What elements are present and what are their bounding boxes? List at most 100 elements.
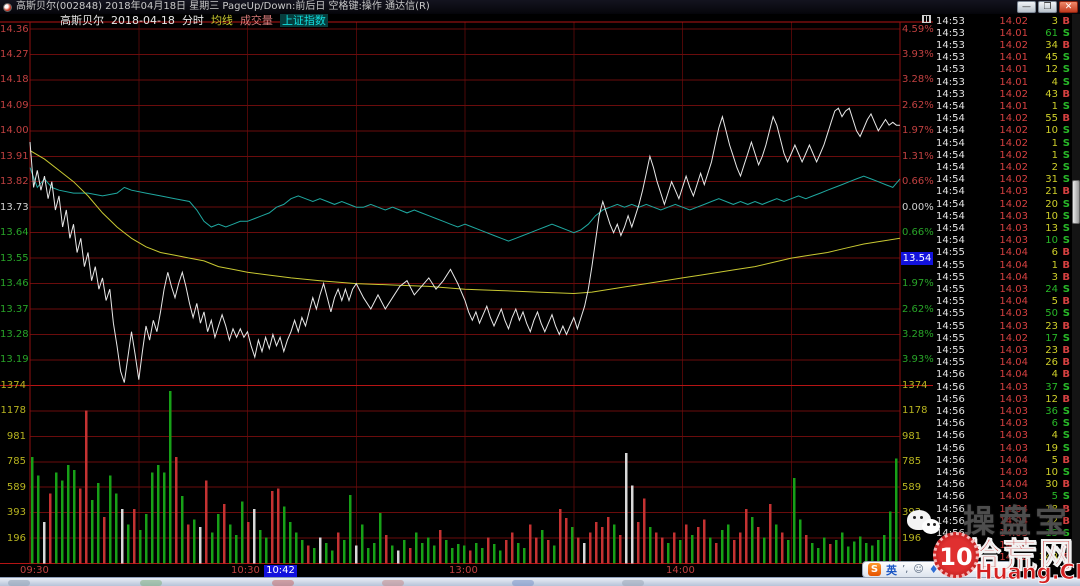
tick-row[interactable]: 14:53 14.01 61 S <box>936 28 1072 40</box>
tick-row[interactable]: 14:56 14.03 6 S <box>936 418 1072 430</box>
tick-price: 14.04 <box>999 454 1028 466</box>
tick-row[interactable]: 14:54 14.02 1 S <box>936 138 1072 150</box>
tick-panel-scrollbar[interactable] <box>1072 14 1080 565</box>
scrollbar-thumb[interactable] <box>1072 180 1080 224</box>
tick-volume: 30 <box>1045 479 1058 491</box>
tick-row[interactable]: 14:53 14.02 34 B <box>936 40 1072 52</box>
tick-row[interactable]: 14:54 14.01 1 S <box>936 101 1072 113</box>
tick-row[interactable]: 14:55 14.04 3 B <box>936 272 1072 284</box>
tick-volume: 22 <box>1045 515 1058 527</box>
tick-row[interactable]: 14:55 14.03 23 B <box>936 345 1072 357</box>
tick-row[interactable]: 14:53 14.01 12 S <box>936 64 1072 76</box>
tick-row[interactable]: 14:54 14.03 10 S <box>936 211 1072 223</box>
tick-volume: 1 <box>1051 137 1058 149</box>
tick-side-flag: B <box>1062 515 1070 527</box>
tick-row[interactable]: 14:56 14.04 30 B <box>936 479 1072 491</box>
toggle-ma-line[interactable]: 均线 <box>210 14 233 27</box>
tick-price: 14.02 <box>999 88 1028 100</box>
tick-price: 14.04 <box>999 479 1028 491</box>
tick-volume: 55 <box>1045 113 1058 125</box>
tick-row[interactable]: 14:55 14.04 26 B <box>936 357 1072 369</box>
tick-row[interactable]: 14:56 14.03 36 S <box>936 406 1072 418</box>
tick-row[interactable]: 14:55 14.04 6 B <box>936 247 1072 259</box>
toggle-volume[interactable]: 成交量 <box>239 14 273 27</box>
tick-side-flag: S <box>1062 332 1070 344</box>
tick-price: 14.01 <box>999 100 1028 112</box>
tick-price: 14.03 <box>999 222 1028 234</box>
tick-price: 14.03 <box>999 405 1028 417</box>
tick-row[interactable]: 14:55 14.03 24 S <box>936 284 1072 296</box>
window-titlebar: 高斯贝尔(002848) 2018年04月18日 星期三 PageUp/Down… <box>0 0 1080 14</box>
ime-emoji-icon[interactable]: ☺ <box>913 564 924 575</box>
tick-time: 14:54 <box>936 137 965 149</box>
tick-time: 14:55 <box>936 247 965 259</box>
volume-axis-label: 785 <box>6 456 26 468</box>
tick-volume: 24 <box>1045 283 1058 295</box>
tick-side-flag: B <box>1062 320 1070 332</box>
tick-row[interactable]: 14:54 14.02 1 S <box>936 150 1072 162</box>
tick-row[interactable]: 14:56 14.04 4 B <box>936 369 1072 381</box>
tick-row[interactable]: 14:56 14.03 15 S <box>936 528 1072 540</box>
tick-row[interactable]: 14:53 14.02 43 B <box>936 89 1072 101</box>
tick-row[interactable]: 14:53 14.02 3 B <box>936 16 1072 28</box>
close-button[interactable]: ✕ <box>1059 1 1078 13</box>
tick-row[interactable]: 14:56 14.04 1 B <box>936 540 1072 552</box>
tick-time: 14:54 <box>936 186 965 198</box>
tick-row[interactable]: 14:56 14.03 37 S <box>936 382 1072 394</box>
tick-volume: 23 <box>1045 320 1058 332</box>
tick-row[interactable]: 14:54 14.02 2 S <box>936 162 1072 174</box>
tick-row[interactable]: 14:55 14.03 23 B <box>936 321 1072 333</box>
tick-row[interactable]: 14:56 14.03 10 S <box>936 467 1072 479</box>
tick-price: 14.04 <box>999 271 1028 283</box>
price-axis-label: 13.73 <box>0 201 29 213</box>
price-axis-label: 13.55 <box>0 252 29 264</box>
chart-header: 高斯贝尔 2018-04-18 分时 均线 成交量 上证指数 <box>60 14 328 27</box>
windows-taskbar[interactable] <box>0 577 1080 586</box>
tick-row[interactable]: 14:55 14.03 50 S <box>936 308 1072 320</box>
tick-row[interactable]: 14:56 14.04 22 B <box>936 516 1072 528</box>
ime-microphone-icon[interactable]: ♦ <box>928 563 939 576</box>
percent-axis-label: 0.66% <box>902 176 934 188</box>
intraday-chart-canvas[interactable] <box>0 0 935 577</box>
tick-row[interactable]: 14:55 14.04 1 B <box>936 260 1072 272</box>
tick-row[interactable]: 14:56 14.04 18 B <box>936 504 1072 516</box>
tick-row[interactable]: 14:56 14.03 5 S <box>936 491 1072 503</box>
tick-volume: 348 <box>1038 552 1058 564</box>
tick-price: 14.01 <box>999 52 1028 64</box>
tick-volume: 10 <box>1045 125 1058 137</box>
tick-row[interactable]: 14:56 14.03 4 S <box>936 430 1072 442</box>
tick-row[interactable]: 14:54 14.03 21 B <box>936 186 1072 198</box>
tick-row[interactable]: 14:55 14.04 5 B <box>936 296 1072 308</box>
tick-side-flag: S <box>1062 161 1070 173</box>
layout-grid-icon[interactable] <box>922 15 931 23</box>
tick-row[interactable]: 14:54 14.03 13 S <box>936 223 1072 235</box>
tick-side-flag: S <box>1062 308 1070 320</box>
tick-row[interactable]: 14:55 14.02 17 S <box>936 333 1072 345</box>
toggle-sse-index[interactable]: 上证指数 <box>279 14 328 27</box>
tick-panel: 14:53 14.02 3 B 14:53 14.01 61 S 14:53 14.02 34 B 14… <box>936 14 1072 565</box>
sogou-logo-icon[interactable]: S <box>868 563 881 576</box>
volume-axis-label: 589 <box>6 481 26 493</box>
tick-row[interactable]: 14:54 14.02 31 S <box>936 174 1072 186</box>
ime-punctuation-icon[interactable]: ’, <box>902 564 909 575</box>
tick-row[interactable]: 14:54 14.03 10 S <box>936 235 1072 247</box>
minimize-button[interactable]: — <box>1017 1 1036 13</box>
restore-button[interactable]: ❐ <box>1038 1 1057 13</box>
tick-row[interactable]: 14:53 14.01 4 S <box>936 77 1072 89</box>
tick-row[interactable]: 14:56 14.04 5 B <box>936 455 1072 467</box>
percent-axis-label: 2.62% <box>902 99 934 111</box>
tick-side-flag: S <box>1062 137 1070 149</box>
volume-axis-label-right: 785 <box>902 456 922 468</box>
tick-row[interactable]: 14:56 14.03 19 S <box>936 443 1072 455</box>
ime-language-toggle[interactable]: 英 <box>886 563 897 577</box>
ime-keyboard-icon[interactable]: ▤ <box>943 564 954 575</box>
tick-row[interactable]: 14:53 14.01 45 S <box>936 52 1072 64</box>
tick-price: 14.02 <box>999 198 1028 210</box>
tick-row[interactable]: 14:54 14.02 10 S <box>936 125 1072 137</box>
taskbar-icon <box>382 580 404 586</box>
tick-time: 14:56 <box>936 527 965 539</box>
tick-row[interactable]: 14:56 14.03 12 B <box>936 394 1072 406</box>
tick-side-flag: S <box>1062 430 1070 442</box>
tick-row[interactable]: 14:54 14.02 20 S <box>936 199 1072 211</box>
tick-row[interactable]: 14:54 14.02 55 B <box>936 113 1072 125</box>
